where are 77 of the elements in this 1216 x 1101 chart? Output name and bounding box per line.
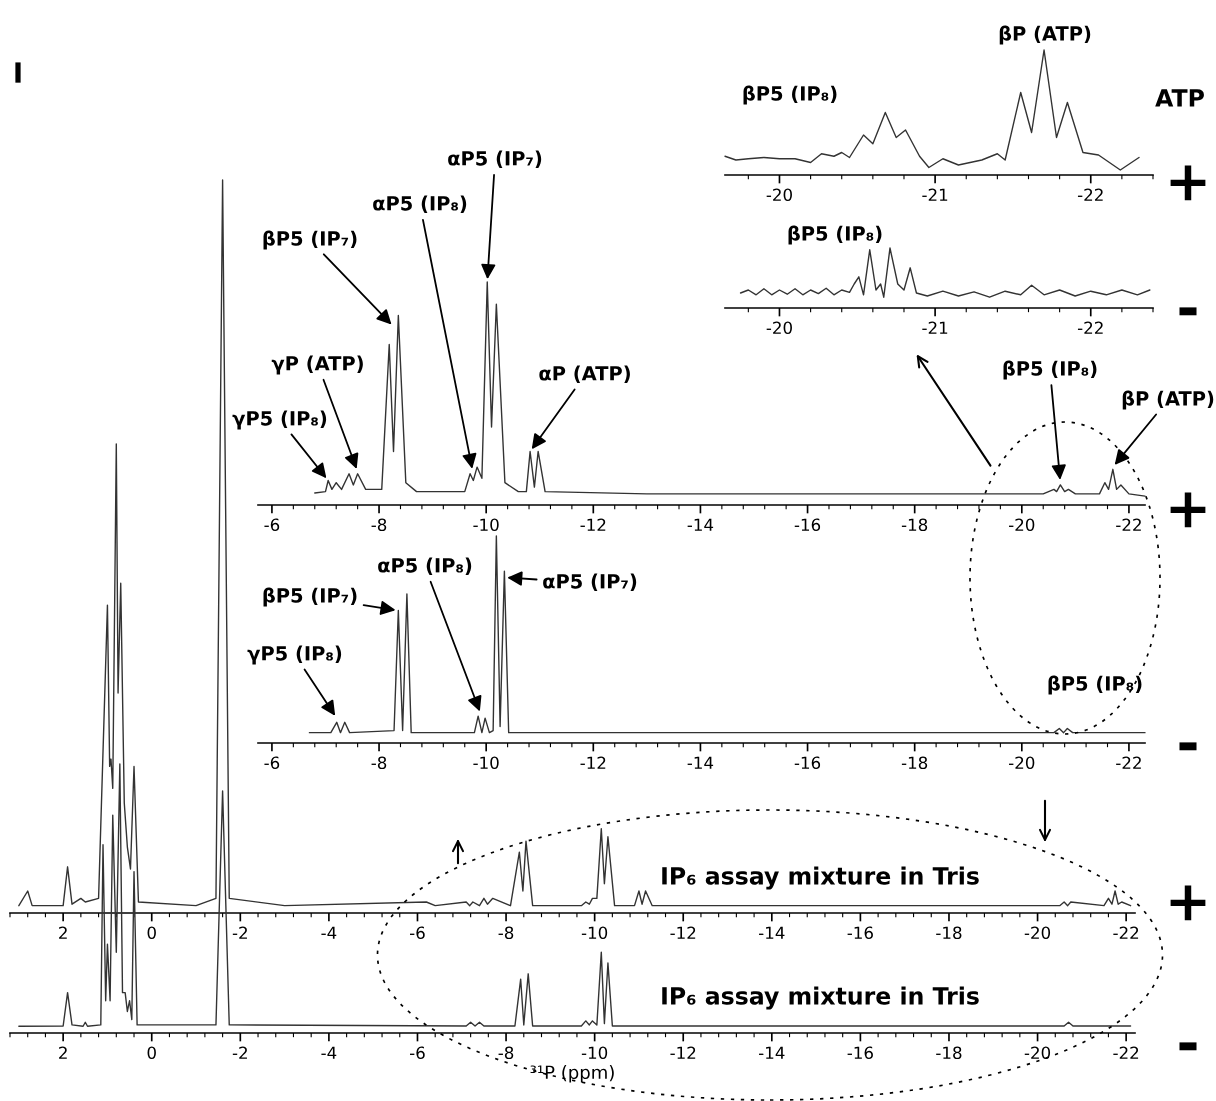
- x-tick-label: -12: [580, 518, 606, 531]
- x-tick-label: -22: [1116, 756, 1141, 769]
- x-tick-label: -16: [847, 1046, 873, 1060]
- x-tick-label: -22: [1113, 1046, 1139, 1059]
- x-tick-label: 2: [59, 926, 67, 939]
- x-tick-label: -20: [1024, 1046, 1051, 1060]
- x-tick-label: -12: [670, 926, 696, 939]
- x-tick-label: -14: [687, 518, 714, 531]
- annotation: IP₆ assay mixture in Tris: [662, 986, 979, 1010]
- text: +: [1170, 165, 1206, 201]
- text: -: [1179, 307, 1197, 316]
- x-tick-label: 0: [147, 926, 156, 940]
- x-tick-label: -12: [670, 1046, 696, 1059]
- x-tick-label: -6: [264, 518, 280, 532]
- x-tick-label: 2: [59, 1046, 67, 1059]
- x-tick-label: -8: [498, 1046, 514, 1060]
- annotation: IP₆ assay mixture in Tris: [662, 866, 979, 890]
- x-tick-label: -20: [766, 188, 792, 202]
- x-tick-label: -14: [759, 1046, 785, 1059]
- annotation: βP5 (IP₈): [788, 225, 882, 245]
- x-tick-label: -2: [232, 926, 247, 939]
- annotation: βP5 (IP₇): [263, 230, 357, 250]
- x-tick-label: -21: [922, 321, 948, 334]
- x-tick-label: -20: [1024, 926, 1051, 940]
- x-tick-label: -2: [232, 1046, 247, 1059]
- text: I: [15, 62, 21, 83]
- x-tick-label: -6: [409, 1046, 425, 1060]
- annotation: βP5 (IP₈): [743, 85, 837, 105]
- annotation: βP5 (IP₈): [1048, 675, 1142, 695]
- annotation: γP5 (IP₈): [247, 645, 342, 665]
- x-tick-label: -4: [321, 926, 337, 939]
- x-axis-title: ³¹P (ppm): [530, 1065, 614, 1083]
- x-tick-label: -22: [1077, 321, 1103, 334]
- x-tick-label: -20: [1009, 518, 1035, 532]
- x-tick-label: -4: [321, 1046, 337, 1059]
- x-tick-label: -10: [473, 756, 499, 770]
- x-tick-label: -14: [759, 926, 785, 939]
- annotation: αP5 (IP₈): [373, 195, 467, 213]
- annotation: αP5 (IP₇): [448, 150, 542, 168]
- x-tick-label: -22: [1116, 518, 1141, 531]
- x-tick-label: -14: [687, 756, 714, 769]
- x-tick-label: -6: [264, 756, 280, 770]
- annotation: αP (ATP): [539, 365, 630, 383]
- x-tick-label: -22: [1077, 188, 1103, 201]
- x-tick-label: -20: [766, 321, 792, 335]
- x-tick-label: -8: [371, 756, 387, 770]
- annotation: αP5 (IP₇): [543, 573, 637, 591]
- x-tick-label: -18: [936, 926, 962, 940]
- x-tick-label: -16: [847, 926, 873, 940]
- annotation: γP5 (IP₈): [232, 410, 327, 430]
- x-tick-label: -10: [581, 1046, 608, 1060]
- annotation: βP5 (IP₇): [263, 587, 357, 607]
- x-tick-label: -18: [936, 1046, 962, 1060]
- text: +: [1170, 885, 1206, 921]
- text: +: [1170, 492, 1206, 528]
- x-tick-label: -18: [901, 518, 928, 532]
- text: -: [1179, 742, 1197, 751]
- x-tick-label: -21: [922, 188, 948, 201]
- x-tick-label: -12: [580, 756, 606, 769]
- annotation: γP (ATP): [271, 355, 363, 375]
- annotation: αP5 (IP₈): [378, 557, 472, 575]
- x-tick-label: -18: [901, 756, 928, 770]
- x-tick-label: -8: [371, 518, 387, 532]
- x-tick-label: 0: [147, 1046, 156, 1060]
- x-tick-label: -16: [794, 518, 821, 532]
- x-tick-label: -20: [1009, 756, 1035, 770]
- x-tick-label: -10: [581, 926, 608, 940]
- x-tick-label: -22: [1113, 926, 1139, 939]
- x-tick-label: -8: [498, 926, 514, 940]
- x-tick-label: -6: [409, 926, 425, 940]
- x-tick-label: -16: [794, 756, 821, 770]
- annotation: βP5 (IP₈): [1003, 360, 1097, 380]
- x-tick-label: -10: [473, 518, 499, 532]
- annotation: βP (ATP): [999, 25, 1091, 45]
- text: ATP: [1155, 89, 1204, 107]
- annotation: βP (ATP): [1122, 390, 1214, 410]
- text: -: [1179, 1042, 1197, 1051]
